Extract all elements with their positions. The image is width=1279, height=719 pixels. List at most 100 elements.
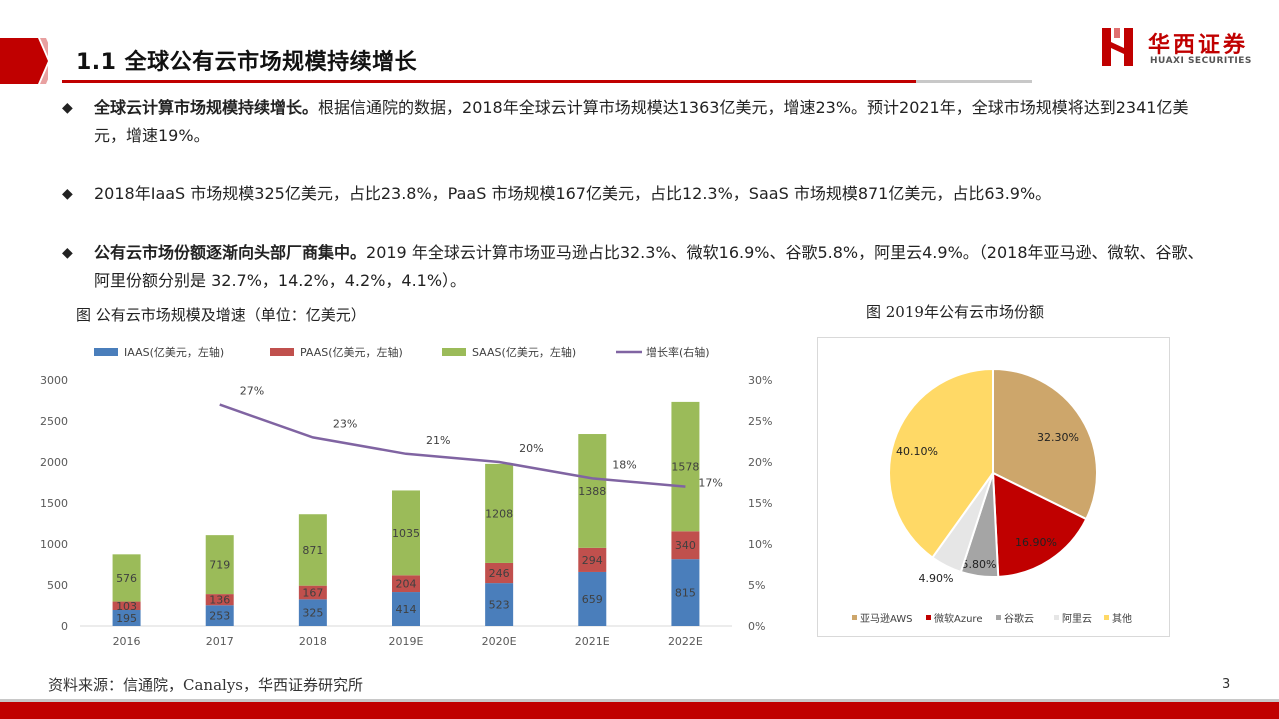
bar-segment-paas <box>205 594 234 606</box>
growth-rate-label: 17% <box>698 477 722 490</box>
x-tick-label: 2019E <box>389 635 424 648</box>
x-tick-label: 2020E <box>482 635 517 648</box>
y-tick-label: 3000 <box>40 374 68 387</box>
y-tick-label: 1500 <box>40 497 68 510</box>
legend-swatch <box>94 348 118 356</box>
bar-segment-paas <box>578 547 607 572</box>
company-logo: 华西证券 HUAXI SECURITIES <box>1100 26 1260 70</box>
bar-data-label: 414 <box>396 603 417 616</box>
bar-data-label: 523 <box>489 599 510 612</box>
x-tick-label: 2016 <box>113 635 141 648</box>
bar-data-label: 1208 <box>485 507 513 520</box>
legend-label: 其他 <box>1112 612 1132 625</box>
x-tick-label: 2022E <box>668 635 703 648</box>
legend-item: 微软Azure <box>926 612 982 625</box>
logo-text-en: HUAXI SECURITIES <box>1150 56 1252 66</box>
bullet-3-bold: 公有云市场份额逐渐向头部厂商集中。 <box>94 243 367 262</box>
bullet-1: ◆ 全球云计算市场规模持续增长。根据信通院的数据，2018年全球云计算市场规模达… <box>62 94 1212 150</box>
pie-data-label: 5.80% <box>962 558 997 571</box>
diamond-bullet-icon: ◆ <box>62 245 73 261</box>
legend-label: 谷歌云 <box>1004 612 1034 625</box>
bar-chart-caption: 图 公有云市场规模及增速（单位：亿美元） <box>76 306 366 324</box>
bullet-1-text: 根据信通院的数据，2018年全球云计算市场规模达1363亿美元，增速23%。预计… <box>94 98 1189 145</box>
legend-item: PAAS(亿美元，左轴) <box>270 345 403 359</box>
bar-segment-paas <box>392 575 420 593</box>
legend-item: IAAS(亿美元，左轴) <box>94 345 224 359</box>
bar-segment-iaas <box>578 571 607 626</box>
bar-data-label: 871 <box>302 544 323 557</box>
bar-segment-iaas <box>485 583 514 626</box>
bar-segment-paas <box>671 531 700 560</box>
diamond-bullet-icon: ◆ <box>62 186 73 202</box>
legend-item: 谷歌云 <box>996 612 1034 625</box>
bar-segment-saas <box>578 434 607 548</box>
bar-segment-saas <box>205 535 234 595</box>
legend-label: 亚马逊AWS <box>860 613 913 625</box>
y-tick-label: 2000 <box>40 456 68 469</box>
bar-segment-iaas <box>298 599 327 626</box>
legend-label: 增长率(右轴) <box>646 345 710 359</box>
pie-chart-caption: 图 2019年公有云市场份额 <box>866 303 1044 321</box>
header-divider <box>62 80 916 83</box>
legend-item: 其他 <box>1104 612 1132 625</box>
bullet-3: ◆ 公有云市场份额逐渐向头部厂商集中。2019 年全球云计算市场亚马逊占比32.… <box>62 239 1212 295</box>
page-title: 1.1 全球公有云市场规模持续增长 <box>76 50 418 75</box>
pie-data-label: 32.30% <box>1037 431 1079 444</box>
bar-segment-saas <box>112 554 141 602</box>
bar-data-label: 103 <box>116 600 137 613</box>
growth-rate-label: 21% <box>426 434 450 447</box>
bar-segment-iaas <box>392 592 420 626</box>
source-note: 资料来源：信通院，Canalys，华西证券研究所 <box>48 676 363 694</box>
bar-segment-saas <box>485 463 514 563</box>
y2-tick-label: 30% <box>748 374 772 387</box>
growth-rate-label: 20% <box>519 442 543 455</box>
y-tick-label: 500 <box>47 579 68 592</box>
market-share-pie-chart: 32.30% 16.90% 5.80% 4.90% 40.10% 亚马逊AWS 微软Azur… <box>852 367 1132 625</box>
y2-tick-label: 10% <box>748 538 772 551</box>
legend-swatch <box>852 615 857 620</box>
bullet-3-text: 2019 年全球云计算市场亚马逊占比32.3%、微软16.9%、谷歌5.8%，阿… <box>94 243 1204 290</box>
legend-label: IAAS(亿美元，左轴) <box>124 345 224 359</box>
bar-data-label: 167 <box>302 587 323 600</box>
y-tick-label: 2500 <box>40 415 68 428</box>
legend-label: 微软Azure <box>934 612 982 625</box>
huaxi-logo-icon <box>1102 28 1133 66</box>
x-tick-label: 2021E <box>575 635 610 648</box>
legend-label: 阿里云 <box>1062 613 1092 625</box>
y-tick-label: 1000 <box>40 538 68 551</box>
legend-swatch <box>926 615 931 620</box>
pie-slice <box>888 367 994 559</box>
bar-data-label: 325 <box>302 607 323 620</box>
y2-tick-label: 20% <box>748 456 772 469</box>
bullet-2: ◆ 2018年IaaS 市场规模325亿美元，占比23.8%，PaaS 市场规模… <box>62 180 1212 208</box>
legend-label: PAAS(亿美元，左轴) <box>300 345 403 359</box>
bar-segment-iaas <box>112 610 141 626</box>
logo-text-cn: 华西证券 <box>1148 33 1249 58</box>
y2-tick-label: 15% <box>748 497 772 510</box>
y2-tick-label: 5% <box>748 579 765 592</box>
footer-divider <box>0 699 1279 702</box>
pie-data-label: 40.10% <box>896 445 938 458</box>
growth-rate-label: 27% <box>240 385 264 398</box>
bar-segment-iaas <box>671 559 700 626</box>
y2-tick-label: 25% <box>748 415 772 428</box>
pie-chart-frame <box>817 337 1170 637</box>
bar-data-label: 246 <box>489 567 510 580</box>
bar-segment-paas <box>298 585 327 600</box>
legend-item: SAAS(亿美元，左轴) <box>442 345 576 359</box>
pie-data-label: 16.90% <box>1015 536 1057 549</box>
bar-data-label: 1035 <box>392 527 420 540</box>
market-size-bar-chart: 0 500 1000 1500 2000 2500 3000 0% 5% 10% 15% 20% 25%… <box>40 345 772 648</box>
bullet-1-bold: 全球云计算市场规模持续增长。 <box>94 98 319 117</box>
legend-item: 阿里云 <box>1054 613 1092 625</box>
bar-segment-saas <box>298 514 327 586</box>
bar-segment-paas <box>112 601 141 611</box>
header-tab-shape <box>0 38 48 84</box>
legend-item: 增长率(右轴) <box>616 345 710 359</box>
bar-data-label: 340 <box>675 539 696 552</box>
bar-segment-saas <box>392 490 420 576</box>
bar-data-label: 253 <box>209 610 230 623</box>
bar-data-label: 576 <box>116 572 137 585</box>
growth-rate-label: 18% <box>612 458 636 471</box>
diamond-bullet-icon: ◆ <box>62 100 73 116</box>
